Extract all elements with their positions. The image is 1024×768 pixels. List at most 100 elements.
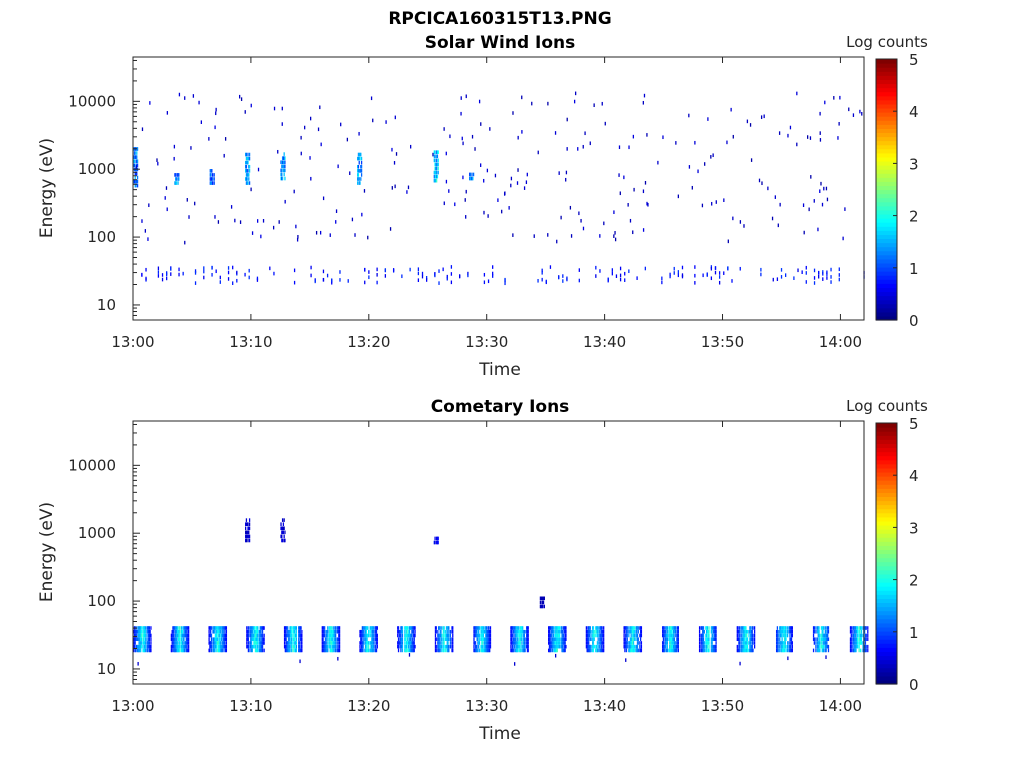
spectrogram-cell	[673, 266, 675, 271]
spectrogram-cell	[854, 644, 856, 649]
x-axis: 13:00 13:10 13:20 13:30 13:40 13:50 14:00	[111, 57, 862, 351]
spectrogram-cell	[372, 629, 375, 634]
spectrogram-cell	[149, 101, 151, 105]
spectrogram-cell	[301, 629, 303, 634]
colorbar-segment	[876, 573, 897, 579]
spectrogram-cell	[823, 186, 825, 191]
spectrogram-cell	[837, 136, 839, 140]
spectrogram-cell	[261, 641, 263, 645]
spectrogram-cell	[188, 629, 190, 634]
spectrogram-cell	[860, 626, 862, 630]
spectrogram-cell	[668, 626, 670, 630]
spectrogram-cell	[710, 155, 712, 159]
spectrogram-cell	[481, 633, 483, 638]
spectrogram-cell	[170, 633, 173, 638]
spectrogram-cell	[850, 644, 852, 649]
spectrogram-cell	[760, 267, 762, 272]
colorbar-segment	[876, 107, 897, 113]
spectrogram-cell	[702, 629, 704, 634]
spectrogram-cell	[321, 641, 323, 645]
spectrogram-cell	[372, 637, 375, 642]
spectrogram-cell	[212, 637, 214, 642]
spectrogram-cell	[181, 629, 184, 634]
spectrogram-cell	[175, 181, 178, 185]
spectrogram-cell	[446, 644, 448, 649]
spectrogram-cell	[488, 648, 490, 653]
spectrogram-cell	[281, 164, 283, 169]
spectrogram-cell	[248, 164, 250, 169]
spectrogram-cell	[357, 177, 360, 181]
spectrogram-cell	[672, 637, 674, 642]
spectrogram-cell	[331, 644, 334, 649]
spectrogram-cell	[283, 644, 286, 649]
spectrogram-cell	[248, 518, 251, 522]
spectrogram-cell	[715, 637, 717, 642]
spectrogram-cell	[592, 633, 595, 638]
spectrogram-cell	[287, 633, 290, 638]
spectrogram-cell	[708, 626, 710, 630]
spectrogram-cell	[564, 637, 566, 642]
spectrogram-cell	[282, 168, 285, 173]
spectrogram-cell	[513, 629, 515, 634]
spectrogram-cell	[137, 637, 140, 642]
spectrogram-cell	[298, 633, 301, 638]
spectrogram-cell	[372, 648, 375, 653]
spectrogram-cell	[208, 626, 210, 630]
spectrogram-cell	[413, 626, 415, 630]
spectrogram-cell	[677, 626, 679, 630]
spectrogram-cell	[331, 637, 334, 642]
spectrogram-cell	[451, 637, 453, 642]
spectrogram-cell	[669, 633, 671, 638]
spectrogram-cell	[677, 194, 679, 199]
spectrogram-cell	[284, 530, 286, 535]
spectrogram-cell	[360, 629, 363, 634]
spectrogram-cell	[630, 644, 632, 649]
spectrogram-cell	[210, 633, 213, 638]
spectrogram-cell	[562, 641, 564, 645]
spectrogram-cell	[783, 648, 785, 653]
spectrogram-cell	[551, 641, 553, 645]
spectrogram-cell	[586, 644, 588, 649]
spectrogram-cell	[827, 633, 829, 638]
spectrogram-cell	[541, 600, 543, 605]
spectrogram-cell	[637, 637, 639, 642]
spectrogram-cell	[337, 656, 339, 661]
spectrogram-cell	[404, 644, 406, 649]
spectrogram-cell	[184, 644, 186, 649]
spectrogram-cell	[245, 173, 248, 177]
spectrogram-cell	[433, 540, 435, 545]
y-axis-label: Energy (eV)	[37, 138, 57, 238]
spectrogram-cell	[254, 644, 256, 649]
spectrogram-cell	[215, 107, 217, 112]
spectrogram-cell	[545, 279, 547, 284]
spectrogram-cell	[790, 633, 793, 638]
spectrogram-cell	[328, 629, 331, 634]
spectrogram-cell	[595, 648, 598, 653]
spectrogram-cell	[639, 637, 642, 642]
spectrogram-cell	[176, 637, 178, 642]
spectrogram-cell	[867, 648, 869, 653]
spectrogram-cell	[337, 626, 339, 630]
spectrogram-cell	[325, 641, 327, 645]
spectrogram-cell	[626, 633, 628, 638]
spectrogram-cell	[543, 604, 545, 609]
spectrogram-cell	[503, 192, 506, 196]
colorbar-segment	[876, 630, 897, 636]
spectrogram-cell	[639, 633, 641, 638]
spectrogram-cell	[372, 633, 375, 638]
spectrogram-cell	[357, 169, 359, 173]
spectrogram-cell	[321, 633, 323, 638]
spectrogram-cell	[504, 281, 506, 286]
colorbar-tick-label: 2	[909, 208, 919, 226]
spectrogram-cell	[632, 629, 634, 634]
spectrogram-cell	[400, 637, 402, 642]
spectrogram-cell	[408, 637, 411, 642]
spectrogram-cell	[860, 641, 863, 645]
spectrogram-cell	[713, 626, 715, 630]
spectrogram-cell	[782, 641, 784, 645]
spectrogram-cell	[784, 626, 786, 630]
spectrogram-cell	[614, 231, 616, 235]
spectrogram-cell	[283, 534, 285, 539]
spectrogram-cell	[587, 626, 589, 630]
spectrogram-cell	[439, 626, 441, 630]
